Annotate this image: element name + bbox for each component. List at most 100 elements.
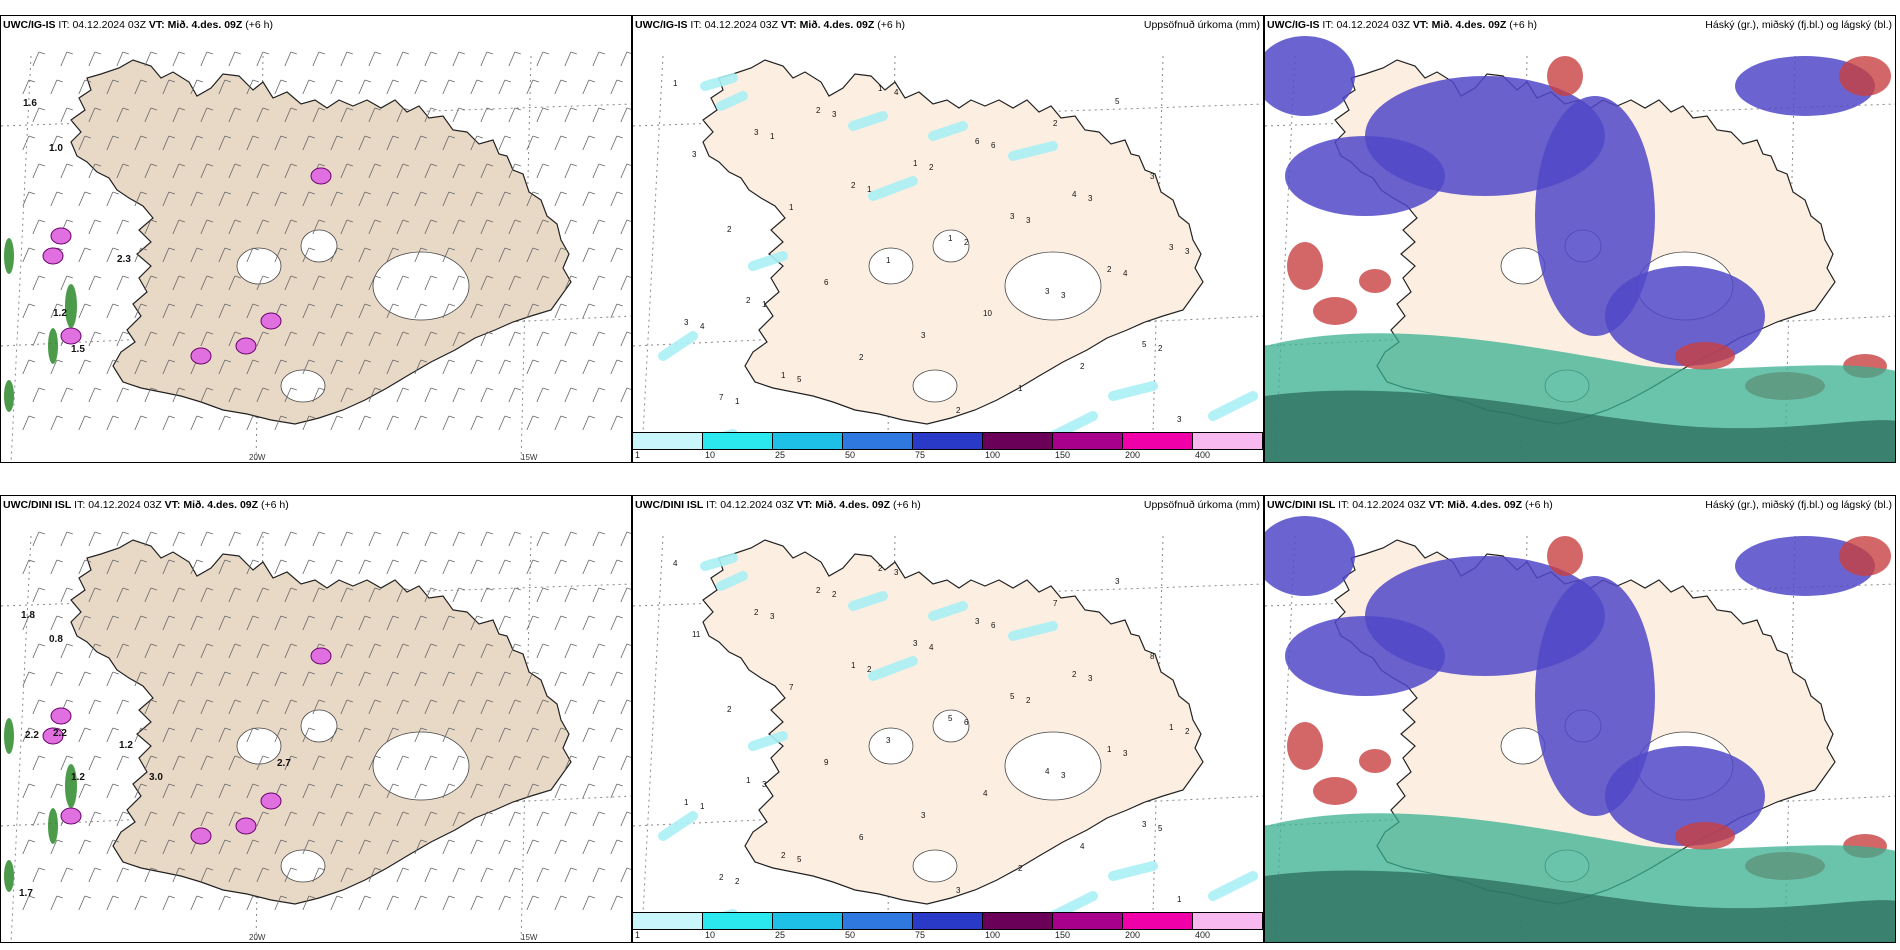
wind-barb-feather — [420, 303, 427, 307]
wind-barb — [106, 135, 114, 151]
wind-barb-feather — [38, 867, 45, 871]
wind-barb-feather — [532, 671, 539, 675]
wind-barb-feather — [364, 415, 371, 419]
wind-barb-feather — [28, 783, 35, 787]
wind-barb-feather — [262, 163, 269, 167]
wind-barb-feather — [56, 303, 63, 307]
wind-barb-feather — [598, 387, 605, 391]
wind-barb-feather — [66, 755, 73, 759]
wind-barb-feather — [308, 671, 315, 675]
longitude-label: 15W — [521, 933, 538, 942]
wind-barb-feather — [262, 531, 269, 535]
wind-barb — [386, 79, 394, 95]
wind-barb — [134, 79, 142, 95]
wind-barb-feather — [196, 671, 203, 675]
wind-barb — [480, 387, 488, 403]
wind-barb-feather — [280, 359, 287, 363]
wind-barb — [228, 699, 236, 715]
wind-barb-feather — [532, 135, 539, 139]
wind-barb — [218, 559, 226, 575]
wind-barb — [330, 559, 338, 575]
wind-barb — [88, 811, 96, 827]
wind-barb-feather — [224, 135, 231, 139]
map-panel-bottom-left: UWC/DINI ISL IT: 04.12.2024 03Z VT: Mið.… — [0, 495, 632, 943]
wind-barb — [526, 671, 534, 687]
wind-barb — [144, 699, 152, 715]
convective-cell — [310, 647, 332, 665]
wind-barb — [256, 51, 264, 67]
wind-barb — [368, 163, 376, 179]
wind-value-label: 1.8 — [21, 610, 35, 621]
wind-barb — [172, 107, 180, 123]
wind-barb — [256, 387, 264, 403]
wind-barb — [424, 387, 432, 403]
wind-barb — [172, 699, 180, 715]
wind-barb-feather — [28, 615, 35, 619]
wind-barb-feather — [224, 415, 231, 419]
wind-barb — [32, 755, 40, 771]
wind-barb-feather — [308, 303, 315, 307]
mid-cloud — [1359, 749, 1391, 773]
glacier — [932, 229, 970, 263]
precip-values: 4326352242315363236378293231173441215432… — [673, 559, 1190, 904]
wind-barb — [424, 531, 432, 547]
wind-barb — [190, 559, 198, 575]
wind-barb — [610, 79, 618, 95]
glacier — [372, 251, 470, 321]
wind-barb — [200, 643, 208, 659]
wind-barb-feather — [122, 643, 129, 647]
wind-barb — [396, 699, 404, 715]
wind-barb-feather — [336, 359, 343, 363]
wind-barb — [414, 247, 422, 263]
colorbar-tick-label: 1 — [635, 930, 641, 940]
wind-barb-feather — [178, 531, 185, 535]
wind-barb-feather — [504, 191, 511, 195]
wind-barb-feather — [262, 331, 269, 335]
model-name: UWC/DINI ISL — [1267, 499, 1336, 511]
precip-streak — [1108, 861, 1158, 881]
wind-barb — [368, 755, 376, 771]
wind-barb-feather — [476, 671, 483, 675]
wind-barb — [582, 359, 590, 375]
precip-value-label: 4 — [894, 88, 899, 97]
wind-barb-feather — [206, 811, 213, 815]
wind-barb-feather — [112, 783, 119, 787]
wind-barb — [526, 839, 534, 855]
wind-barb-feather — [224, 303, 231, 307]
wind-barb — [190, 191, 198, 207]
wind-barb — [106, 247, 114, 263]
wind-barb — [330, 247, 338, 263]
wind-barb-feather — [514, 699, 521, 703]
wind-barb — [564, 163, 572, 179]
wind-barb — [116, 643, 124, 659]
wind-barb — [564, 219, 572, 235]
wind-barb-feather — [346, 331, 353, 335]
wind-barb — [340, 107, 348, 123]
wind-barb — [358, 303, 366, 319]
wind-barb-feather — [402, 867, 409, 871]
wind-barb — [60, 51, 68, 67]
wind-barb-feather — [206, 587, 213, 591]
wind-barb-feather — [598, 219, 605, 223]
wind-barb — [50, 191, 58, 207]
wind-barb — [312, 275, 320, 291]
wind-barb-feather — [140, 135, 147, 139]
wind-barb-feather — [94, 531, 101, 535]
wind-barb-feather — [392, 303, 399, 307]
precip-value-label: 5 — [797, 855, 802, 864]
wind-barb — [414, 415, 422, 431]
colorbar-swatches — [633, 432, 1263, 450]
precip-value-label: 5 — [1115, 97, 1120, 106]
wind-barb-feather — [94, 755, 101, 759]
low-cloud — [1265, 516, 1355, 596]
wind-barb-feather — [626, 867, 631, 870]
longitude-line — [10, 55, 32, 462]
wind-barb-feather — [336, 135, 343, 139]
wind-barb — [480, 331, 488, 347]
wind-barb-feather — [588, 839, 595, 843]
wind-barb-feather — [402, 387, 409, 391]
wind-barb — [116, 867, 124, 883]
wind-barb — [470, 727, 478, 743]
wind-barb — [190, 615, 198, 631]
wind-barb — [190, 671, 198, 687]
